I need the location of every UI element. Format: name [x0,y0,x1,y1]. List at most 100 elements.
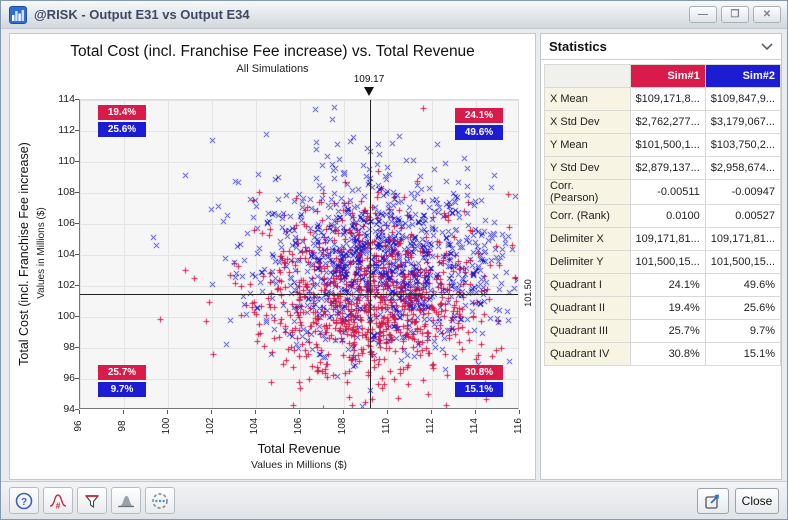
overlay-distribution-button[interactable] [111,487,141,514]
delimiter-y-value: 101.50 [523,279,533,307]
stats-row-label: Quadrant I [544,273,631,297]
stats-row-label: Quadrant III [544,319,631,343]
x-axis-title: Total Revenue [257,441,341,456]
x-tick-label: 100 [161,417,172,435]
risk-app-icon [9,5,27,24]
quadrant3-sim1-badge: 25.7% [98,365,146,380]
quadrant4-sim1-badge: 30.8% [455,365,503,380]
delimiter-x-marker-icon[interactable] [364,87,374,96]
x-tick-mark [475,410,476,414]
x-tick-label: 102 [205,417,216,435]
close-window-button[interactable]: ✕ [753,6,781,23]
help-icon: ? [15,492,33,509]
filter-icon [84,494,100,508]
y-tick-mark [75,409,79,410]
x-tick-label: 96 [73,420,84,432]
plot-area[interactable]: 19.4% 25.6% 24.1% 49.6% 25.7% 9.7% 30.8%… [79,99,519,409]
x-tick-label: 116 [513,418,524,434]
chevron-down-icon[interactable] [761,42,773,51]
stats-sim1-value: 0.0100 [629,204,706,228]
stats-row-label: Delimiter X [544,227,631,251]
stats-sim2-value: -0.00947 [704,179,782,205]
delimiter-x-value: 109.17 [353,74,385,85]
stats-row: X Mean $109,171,8... $109,847,9... [544,87,782,111]
y-tick-mark [75,378,79,379]
stats-row-label: X Mean [544,87,631,111]
statistics-title: Statistics [549,39,607,54]
crosshair-vertical-line[interactable] [370,100,371,408]
chart-subtitle: All Simulations [236,63,309,75]
stats-sim1-value: $2,879,137... [629,156,706,180]
blank-column-header [544,64,631,88]
stats-sim1-value: 30.8% [629,342,706,366]
x-tick-mark [211,410,212,414]
stats-row: Delimiter X 109,171,81... 109,171,81... [544,227,782,251]
window-content: Total Cost (incl. Franchise Fee increase… [1,30,787,481]
scatter-chart-panel: Total Cost (incl. Franchise Fee increase… [9,33,536,480]
y-tick-mark [75,316,79,317]
graph-options-gear-icon [152,492,168,509]
stats-sim2-value: 15.1% [704,342,782,366]
stats-sim1-value: 109,171,81... [629,227,706,251]
scatter-canvas[interactable] [80,100,518,408]
stats-row-label: X Std Dev [544,110,631,134]
overlay-distribution-icon [118,495,134,507]
stats-sim2-value: $109,847,9... [704,87,782,111]
stats-row-label: Y Std Dev [544,156,631,180]
title-bar[interactable]: @RISK - Output E31 vs Output E34 — ❐ ✕ [1,1,787,29]
close-button[interactable]: Close [735,488,779,514]
minimize-button[interactable]: — [689,6,717,23]
statistics-panel-header[interactable]: Statistics [541,34,781,60]
stats-row-label: Quadrant IV [544,342,631,366]
svg-text:?: ? [21,497,27,508]
crosshair-horizontal-line[interactable] [80,294,518,295]
stats-row: Corr. (Rank) 0.0100 0.00527 [544,204,782,228]
quadrant3-sim2-badge: 9.7% [98,382,146,397]
quadrant2-sim2-badge: 25.6% [98,122,146,137]
stats-row-label: Corr. (Rank) [544,204,631,228]
stats-sim1-value: $2,762,277... [629,110,706,134]
x-tick-mark [79,410,80,414]
stats-sim1-value: $101,500,1... [629,133,706,157]
stats-row: Y Mean $101,500,1... $103,750,2... [544,133,782,157]
stats-sim2-value: 9.7% [704,319,782,343]
x-tick-label: 110 [381,418,392,434]
stats-sim2-value: 25.6% [704,296,782,320]
quadrant2-sim1-badge: 19.4% [98,105,146,120]
quadrant4-sim2-badge: 15.1% [455,382,503,397]
x-axis-subtitle: Values in Millions ($) [250,459,348,471]
x-tick-mark [167,410,168,414]
stats-row-label: Delimiter Y [544,250,631,274]
stats-sim1-value: $109,171,8... [629,87,706,111]
y-tick-label: 100 [57,310,75,322]
bottom-toolbar: ? # [1,481,787,519]
quadrant1-sim1-badge: 24.1% [455,108,503,123]
x-tick-mark [519,410,520,414]
sim2-column-header: Sim#2 [704,64,782,88]
y-tick-label: 96 [63,372,75,384]
stats-row: Corr. (Pearson) -0.00511 -0.00947 [544,179,782,205]
stats-row: Y Std Dev $2,879,137... $2,958,674... [544,156,782,180]
x-tick-label: 112 [425,418,436,434]
y-tick-label: 104 [57,248,75,260]
help-button[interactable]: ? [9,487,39,514]
stats-row: Quadrant III 25.7% 9.7% [544,319,782,343]
x-tick-mark [299,410,300,414]
y-tick-label: 110 [58,155,75,167]
x-tick-label: 104 [249,417,260,435]
stats-sim2-value: 109,171,81... [704,227,782,251]
window-title: @RISK - Output E31 vs Output E34 [34,7,250,22]
graph-options-button[interactable] [145,487,175,514]
x-tick-label: 108 [337,417,348,435]
fit-distribution-button[interactable]: # [43,487,73,514]
y-tick-label: 102 [57,279,75,291]
stats-sim1-value: -0.00511 [629,179,706,205]
y-tick-label: 112 [58,124,75,136]
y-tick-label: 114 [58,93,75,105]
maximize-button[interactable]: ❐ [721,6,749,23]
y-tick-label: 108 [57,186,75,198]
filter-button[interactable] [77,487,107,514]
stats-row-label: Y Mean [544,133,631,157]
stats-row: Quadrant I 24.1% 49.6% [544,273,782,297]
export-graph-button[interactable] [697,488,729,514]
